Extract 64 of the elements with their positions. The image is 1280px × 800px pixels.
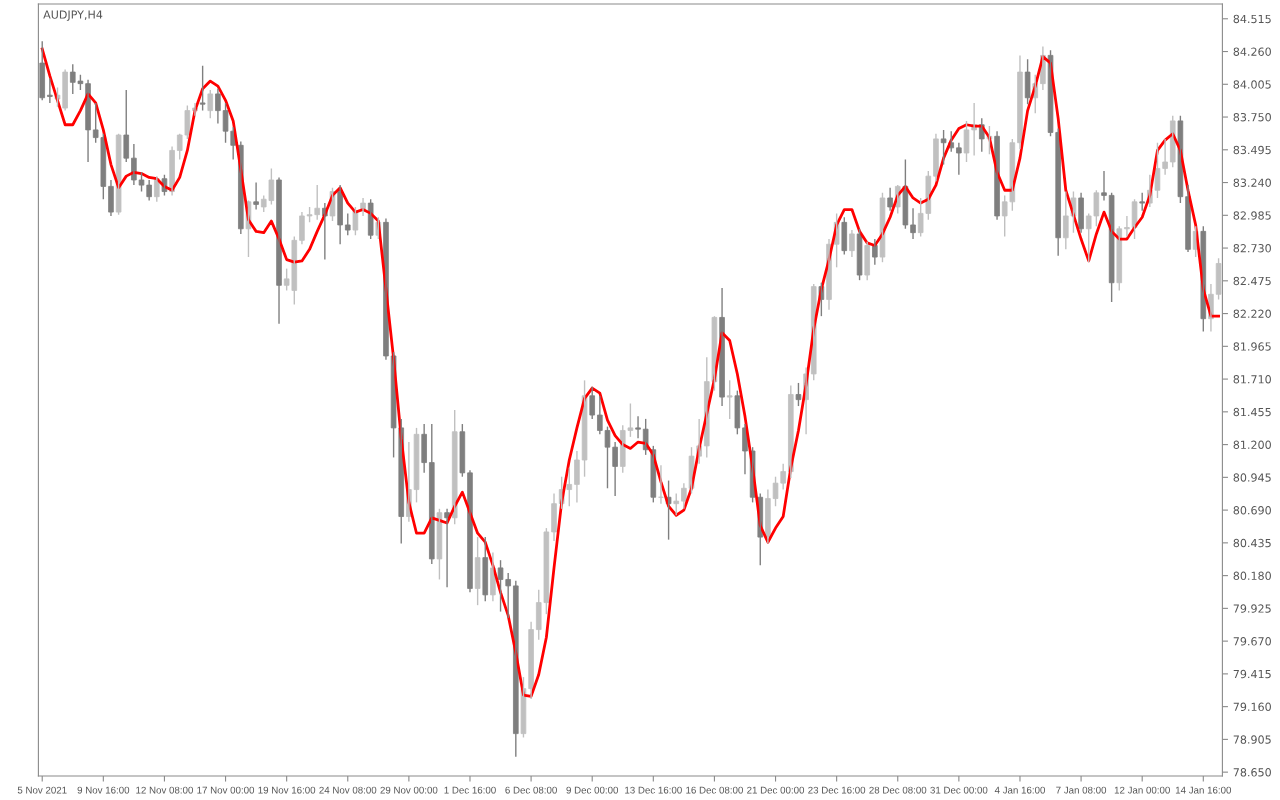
y-tick-label: 80.945 xyxy=(1233,473,1271,482)
x-tick-label: 19 Nov 16:00 xyxy=(258,786,316,794)
x-tick-label: 9 Dec 00:00 xyxy=(566,786,619,794)
candlestick xyxy=(474,536,481,606)
candlestick xyxy=(635,415,641,439)
y-tick-label: 79.415 xyxy=(1233,669,1271,679)
y-tick-label: 79.925 xyxy=(1233,604,1271,613)
y-tick-label: 84.260 xyxy=(1233,47,1271,56)
x-tick-label: 7 Jan 08:00 xyxy=(1056,786,1107,794)
y-tick-label: 79.160 xyxy=(1233,702,1271,712)
y-tick-label: 84.515 xyxy=(1233,14,1271,24)
x-tick-label: 12 Jan 00:00 xyxy=(1114,786,1170,794)
y-tick-label: 82.985 xyxy=(1233,211,1271,220)
y-tick-label: 83.750 xyxy=(1233,113,1271,122)
y-tick-label: 82.220 xyxy=(1233,309,1271,318)
y-tick-label: 82.730 xyxy=(1233,244,1271,253)
y-tick-label: 80.690 xyxy=(1233,506,1271,515)
candlestick xyxy=(566,467,573,507)
x-tick-label: 13 Dec 16:00 xyxy=(625,786,682,794)
x-tick-label: 9 Nov 16:00 xyxy=(77,786,130,794)
y-tick-label: 81.200 xyxy=(1233,440,1271,449)
x-tick-label: 6 Dec 08:00 xyxy=(505,786,557,794)
candlestick xyxy=(589,386,595,420)
candlestick xyxy=(199,64,206,112)
x-tick-label: 4 Jan 16:00 xyxy=(994,786,1045,794)
y-tick-label: 83.240 xyxy=(1233,178,1271,187)
x-tick-label: 23 Dec 16:00 xyxy=(808,786,866,794)
y-tick-label: 78.905 xyxy=(1233,735,1271,744)
y-tick-label: 79.670 xyxy=(1233,637,1271,646)
x-tick-label: 1 Dec 16:00 xyxy=(444,786,496,794)
candlestick xyxy=(726,379,733,420)
y-tick-label: 81.965 xyxy=(1233,342,1271,351)
y-tick-label: 81.710 xyxy=(1233,375,1271,384)
candlestick xyxy=(1215,257,1222,301)
candlestick xyxy=(207,89,214,120)
candlestick xyxy=(795,382,802,407)
x-tick-label: 16 Dec 08:00 xyxy=(686,786,743,794)
y-tick-label: 82.475 xyxy=(1233,276,1271,286)
candlestick xyxy=(123,89,130,163)
y-tick-label: 84.005 xyxy=(1233,80,1271,89)
y-tick-label: 81.455 xyxy=(1233,407,1271,417)
x-tick-label: 14 Jan 16:00 xyxy=(1175,786,1232,794)
y-tick-label: 78.650 xyxy=(1233,768,1271,777)
candlestick xyxy=(482,536,489,602)
x-tick-label: 17 Nov 00:00 xyxy=(197,786,255,794)
candlestick xyxy=(673,492,680,516)
y-tick-label: 80.435 xyxy=(1233,538,1271,548)
y-tick-label: 83.495 xyxy=(1233,145,1271,155)
x-tick-label: 12 Nov 08:00 xyxy=(136,786,193,794)
x-tick-label: 29 Nov 00:00 xyxy=(380,786,438,794)
candlestick xyxy=(864,240,870,281)
y-tick-label: 80.180 xyxy=(1233,571,1271,580)
x-tick-label: 5 Nov 2021 xyxy=(17,786,67,794)
text: AUDJPY,H4 xyxy=(43,10,103,21)
candlestick xyxy=(1024,58,1031,105)
x-tick-label: 28 Dec 08:00 xyxy=(869,786,927,794)
x-tick-label: 31 Dec 00:00 xyxy=(930,786,988,794)
x-tick-label: 21 Dec 00:00 xyxy=(747,786,805,794)
candlestick xyxy=(459,423,466,478)
candlestick xyxy=(734,389,741,436)
candlestick xyxy=(841,216,848,256)
x-tick-label: 24 Nov 08:00 xyxy=(319,786,377,794)
candlestick xyxy=(344,212,351,236)
candlestick xyxy=(1139,192,1145,212)
